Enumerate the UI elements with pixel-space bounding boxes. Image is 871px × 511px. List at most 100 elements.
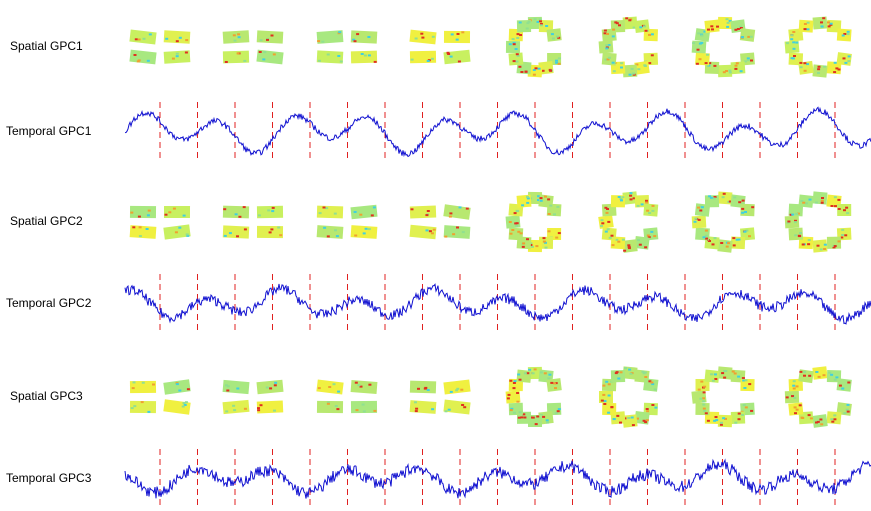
activation-spot <box>516 37 519 39</box>
activation-spot <box>835 376 838 378</box>
activation-spot <box>648 34 651 36</box>
activation-spot <box>848 55 851 57</box>
activation-spot <box>843 209 846 211</box>
activation-spot <box>743 404 746 406</box>
activation-spot <box>838 240 841 242</box>
activation-spot <box>224 235 227 237</box>
activation-spot <box>833 71 836 73</box>
activation-spot <box>168 211 171 213</box>
activation-spot <box>556 36 559 38</box>
activation-spot <box>847 31 850 33</box>
activation-spot <box>534 18 537 20</box>
activation-spot <box>838 69 841 71</box>
activation-spot <box>703 408 706 410</box>
row-label: Temporal GPC2 <box>6 296 92 310</box>
activation-spot <box>804 23 807 25</box>
figure: Spatial GPC1 Temporal GPC1 Spatial GPC2 … <box>0 0 871 511</box>
activation-spot <box>238 216 241 218</box>
activation-spot <box>508 394 511 396</box>
activation-spot <box>525 71 528 73</box>
activation-spot <box>325 207 328 209</box>
activation-spot <box>243 60 246 62</box>
activation-spot <box>273 53 276 55</box>
activation-spot <box>131 407 134 409</box>
activation-spot <box>745 406 748 408</box>
activation-spot <box>699 58 702 60</box>
activation-spot <box>363 410 366 412</box>
activation-spot <box>528 369 531 371</box>
activation-spot <box>327 54 330 56</box>
activation-spot <box>846 409 849 411</box>
brain-region <box>546 378 561 392</box>
activation-spot <box>146 228 149 230</box>
activation-spot <box>738 418 741 420</box>
activation-spot <box>604 207 607 209</box>
activation-spot <box>445 410 448 412</box>
activation-spot <box>456 39 459 41</box>
activation-spot <box>833 418 836 420</box>
activation-spot <box>558 57 561 59</box>
activation-spot <box>641 203 644 205</box>
activation-spot <box>176 53 179 55</box>
activation-spot <box>651 33 654 35</box>
activation-spot <box>834 245 837 247</box>
activation-spot <box>540 371 543 373</box>
activation-spot <box>847 404 850 406</box>
activation-spot <box>631 417 634 419</box>
activation-spot <box>514 380 517 382</box>
activation-spot <box>425 214 428 216</box>
brain-region <box>443 380 470 395</box>
activation-spot <box>133 381 136 383</box>
activation-spot <box>317 40 320 42</box>
activation-spot <box>710 197 713 199</box>
activation-spot <box>147 214 150 216</box>
activation-spot <box>259 51 262 53</box>
activation-spot <box>650 382 653 384</box>
activation-spot <box>830 418 833 420</box>
activation-spot <box>710 373 713 375</box>
activation-spot <box>555 412 558 414</box>
activation-spot <box>449 212 452 214</box>
brain-region <box>643 203 658 216</box>
activation-spot <box>367 36 370 38</box>
activation-spot <box>692 42 695 44</box>
activation-spot <box>624 367 627 369</box>
activation-spot <box>653 235 656 237</box>
activation-spot <box>799 371 802 373</box>
activation-spot <box>518 66 521 68</box>
activation-spot <box>243 206 246 208</box>
brain-region <box>164 206 190 218</box>
activation-spot <box>838 208 841 210</box>
activation-spot <box>713 198 716 200</box>
activation-spot <box>543 241 546 243</box>
activation-spot <box>630 373 633 375</box>
activation-spot <box>545 247 548 249</box>
activation-spot <box>149 33 152 35</box>
activation-spot <box>229 232 232 234</box>
activation-spot <box>461 404 464 406</box>
activation-spot <box>793 380 796 382</box>
artwork <box>125 16 871 509</box>
activation-spot <box>845 207 848 209</box>
activation-spot <box>786 42 789 44</box>
activation-spot <box>736 62 739 64</box>
activation-spot <box>354 211 357 213</box>
activation-spot <box>513 43 516 45</box>
activation-spot <box>526 196 529 198</box>
activation-spot <box>646 408 649 410</box>
activation-spot <box>795 42 798 44</box>
activation-spot <box>702 400 705 402</box>
activation-spot <box>323 207 326 209</box>
activation-spot <box>553 382 556 384</box>
activation-spot <box>551 33 554 35</box>
activation-spot <box>429 230 432 232</box>
activation-spot <box>543 237 546 239</box>
activation-spot <box>606 212 609 214</box>
brain-region <box>129 30 156 45</box>
activation-spot <box>846 212 849 214</box>
activation-spot <box>808 414 811 416</box>
activation-spot <box>750 60 753 62</box>
activation-spot <box>712 380 715 382</box>
activation-spot <box>700 35 703 37</box>
activation-spot <box>705 238 708 240</box>
